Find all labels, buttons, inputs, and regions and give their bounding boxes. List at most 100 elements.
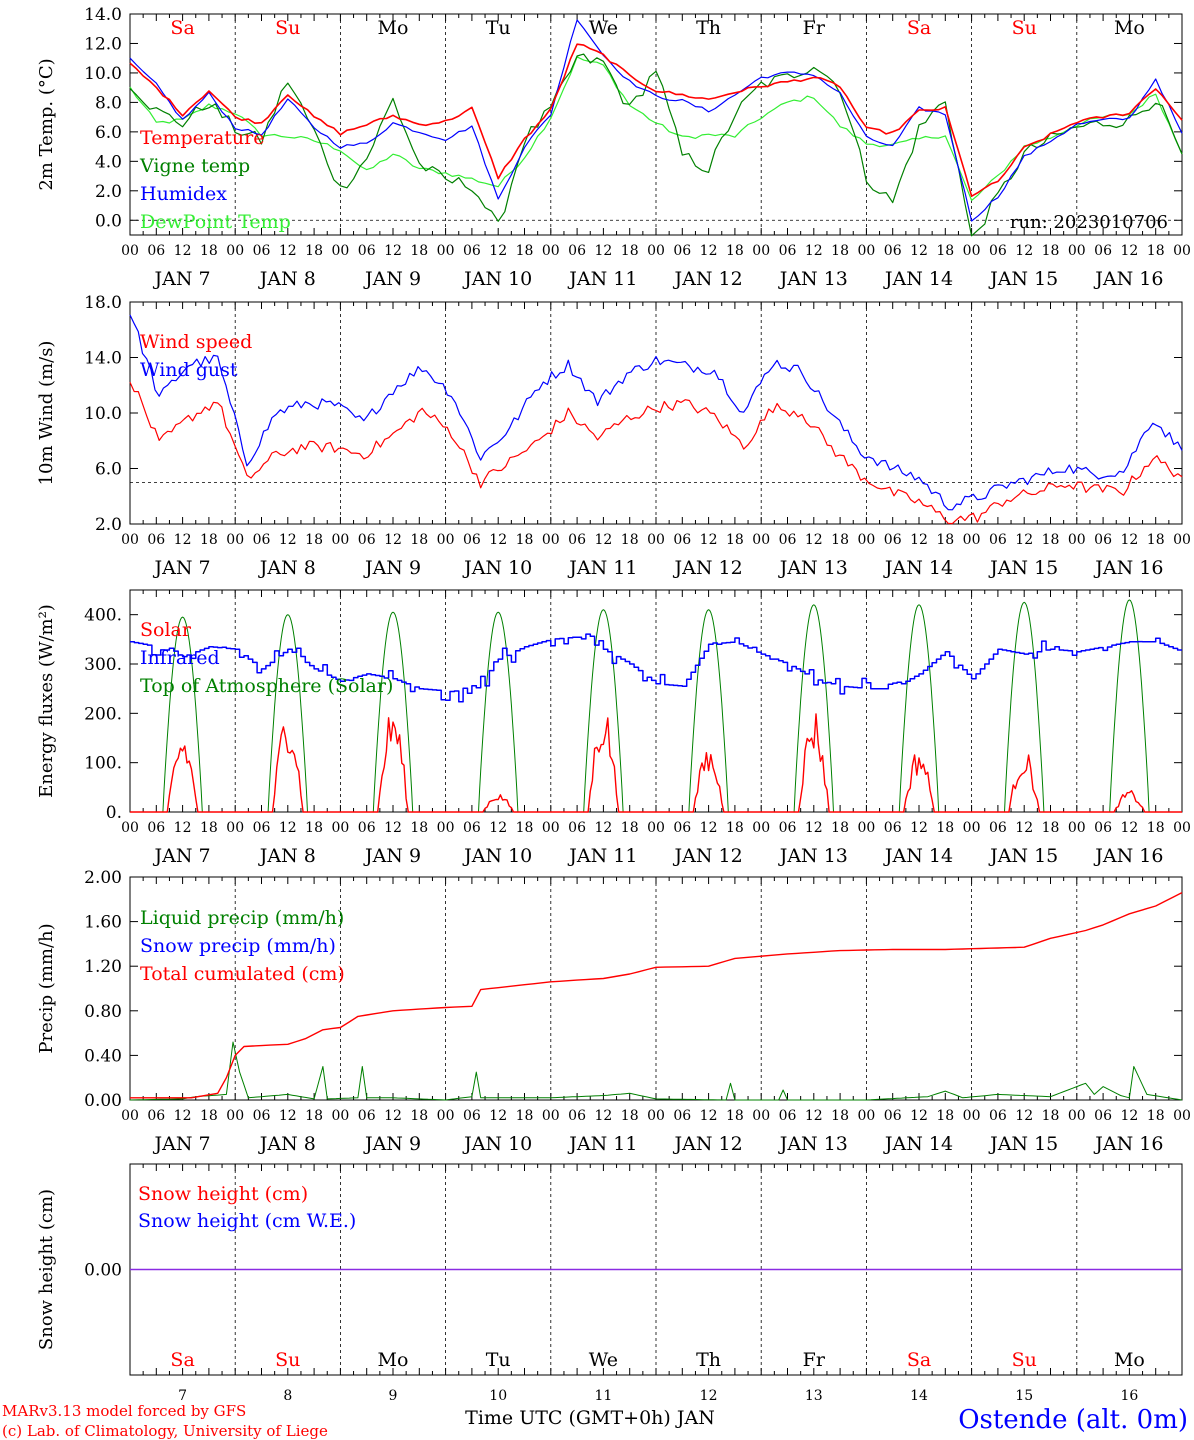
panel-snow: 0.00 Snow height (cm) Snow height (cm) Snow… xyxy=(36,1164,1182,1429)
day-label: JAN 14 xyxy=(883,1133,953,1155)
hour-tick-label: 06 xyxy=(568,1108,586,1124)
y-tick-label: 8.0 xyxy=(95,93,122,113)
weekday-label: Th xyxy=(696,1349,721,1371)
hour-tick-label: 00 xyxy=(963,820,981,836)
hour-tick-label: 18 xyxy=(621,532,639,548)
hour-tick-label: 06 xyxy=(253,820,271,836)
legend-top-of-atmosphere-solar: Top of Atmosphere (Solar) xyxy=(140,675,393,697)
hour-tick-label: 06 xyxy=(147,1108,165,1124)
hour-tick-label: 12 xyxy=(910,243,928,259)
hour-tick-label: 06 xyxy=(463,243,481,259)
day-label: JAN 13 xyxy=(778,1133,848,1155)
y-axis-label: 2m Temp. (°C) xyxy=(36,58,57,190)
hour-tick-label: 12 xyxy=(594,532,612,548)
y-tick-label: 100. xyxy=(84,754,122,774)
legend-total-cumulated-cm: Total cumulated (cm) xyxy=(140,963,345,985)
hour-tick-label: 12 xyxy=(489,820,507,836)
weekday-label: Th xyxy=(696,17,721,39)
y-tick-label: 2.00 xyxy=(84,868,122,888)
hour-tick-label: 00 xyxy=(331,243,349,259)
hour-tick-label: 06 xyxy=(253,243,271,259)
hour-tick-label: 18 xyxy=(516,532,534,548)
hour-tick-label: 00 xyxy=(437,243,455,259)
hour-tick-label: 00 xyxy=(226,820,244,836)
y-tick-label: 300. xyxy=(84,655,122,675)
hour-tick-label: 06 xyxy=(989,532,1007,548)
hour-tick-label: 06 xyxy=(568,243,586,259)
station-name: Ostende (alt. 0m) xyxy=(958,1405,1188,1435)
day-label: JAN 7 xyxy=(153,557,211,579)
hour-tick-label: 06 xyxy=(673,820,691,836)
day-label: JAN 16 xyxy=(1093,1133,1163,1155)
hour-tick-label: 18 xyxy=(1042,1108,1060,1124)
day-label: JAN 12 xyxy=(673,845,743,867)
hour-tick-label: 06 xyxy=(673,532,691,548)
hour-tick-label: 12 xyxy=(700,243,718,259)
day-label: JAN 7 xyxy=(153,845,211,867)
y-tick-label: 0.00 xyxy=(84,1091,122,1111)
hour-tick-label: 12 xyxy=(1120,820,1138,836)
hour-tick-label: 06 xyxy=(463,1108,481,1124)
weekday-label: Sa xyxy=(170,1349,194,1371)
hour-tick-label: 12 xyxy=(1120,532,1138,548)
hour-tick-label: 12 xyxy=(910,1108,928,1124)
hour-tick-label: 18 xyxy=(516,820,534,836)
day-label: JAN 8 xyxy=(258,268,316,290)
y-axis-label: Snow height (cm) xyxy=(36,1189,57,1350)
legend-wind-gust: Wind gust xyxy=(140,359,238,381)
weekday-label: Fr xyxy=(803,1349,826,1371)
hour-tick-label: 18 xyxy=(1147,820,1165,836)
y-tick-label: 0.0 xyxy=(95,211,122,231)
y-tick-label: 14.0 xyxy=(84,5,122,25)
hour-tick-label: 18 xyxy=(200,243,218,259)
hour-tick-label: 00 xyxy=(121,532,139,548)
y-tick-label: 2.0 xyxy=(95,182,122,202)
hour-tick-label: 18 xyxy=(200,532,218,548)
credit-line: (c) Lab. of Climatology, University of L… xyxy=(2,1422,328,1440)
legend-solar: Solar xyxy=(140,619,192,641)
hour-tick-label: 12 xyxy=(489,243,507,259)
day-label: JAN 11 xyxy=(567,845,637,867)
panel-precip: 0.00 0.40 0.80 1.20 1.60 2.00 Precip (mm/h) 00 0… xyxy=(36,868,1191,1155)
hour-tick-label: 06 xyxy=(1094,243,1112,259)
hour-tick-label: 06 xyxy=(253,532,271,548)
hour-tick-label: 00 xyxy=(542,532,560,548)
day-number: 15 xyxy=(1015,1388,1033,1404)
hour-tick-label: 18 xyxy=(1042,820,1060,836)
legend-wind-speed: Wind speed xyxy=(140,331,252,353)
y-tick-label: 400. xyxy=(84,606,122,626)
day-label: JAN 14 xyxy=(883,268,953,290)
hour-tick-label: 00 xyxy=(963,243,981,259)
weekday-label: Sa xyxy=(170,17,194,39)
day-label: JAN 9 xyxy=(363,1133,421,1155)
hour-tick-label: 00 xyxy=(857,243,875,259)
hour-tick-label: 12 xyxy=(1015,1108,1033,1124)
hour-tick-label: 12 xyxy=(594,1108,612,1124)
meteogram: 0.02.04.06.08.010.012.014.02m Temp. (°C)… xyxy=(0,0,1194,1440)
hour-tick-label: 00 xyxy=(1173,532,1191,548)
hour-tick-label: 12 xyxy=(174,1108,192,1124)
y-tick-label: 1.60 xyxy=(84,913,122,933)
y-tick-label: 2.0 xyxy=(95,515,122,535)
legend-temperature: Temperature xyxy=(140,127,264,149)
weekday-label: We xyxy=(589,17,618,39)
hour-tick-label: 00 xyxy=(647,243,665,259)
hour-tick-label: 12 xyxy=(910,820,928,836)
hour-tick-label: 06 xyxy=(884,820,902,836)
hour-tick-label: 06 xyxy=(884,532,902,548)
hour-tick-label: 00 xyxy=(1173,820,1191,836)
day-number: 13 xyxy=(805,1388,823,1404)
hour-tick-label: 18 xyxy=(1147,1108,1165,1124)
hour-tick-label: 00 xyxy=(542,1108,560,1124)
y-tick-label: 10.0 xyxy=(84,64,122,84)
hour-tick-label: 18 xyxy=(1147,243,1165,259)
hour-tick-label: 12 xyxy=(384,820,402,836)
hour-tick-label: 06 xyxy=(779,820,797,836)
weekday-label: Mo xyxy=(1114,17,1145,39)
hour-tick-label: 06 xyxy=(147,820,165,836)
hour-tick-label: 06 xyxy=(358,820,376,836)
weekday-label: Tu xyxy=(486,1349,511,1371)
day-label: JAN 10 xyxy=(462,557,532,579)
hour-tick-label: 18 xyxy=(410,532,428,548)
hour-tick-label: 12 xyxy=(489,1108,507,1124)
